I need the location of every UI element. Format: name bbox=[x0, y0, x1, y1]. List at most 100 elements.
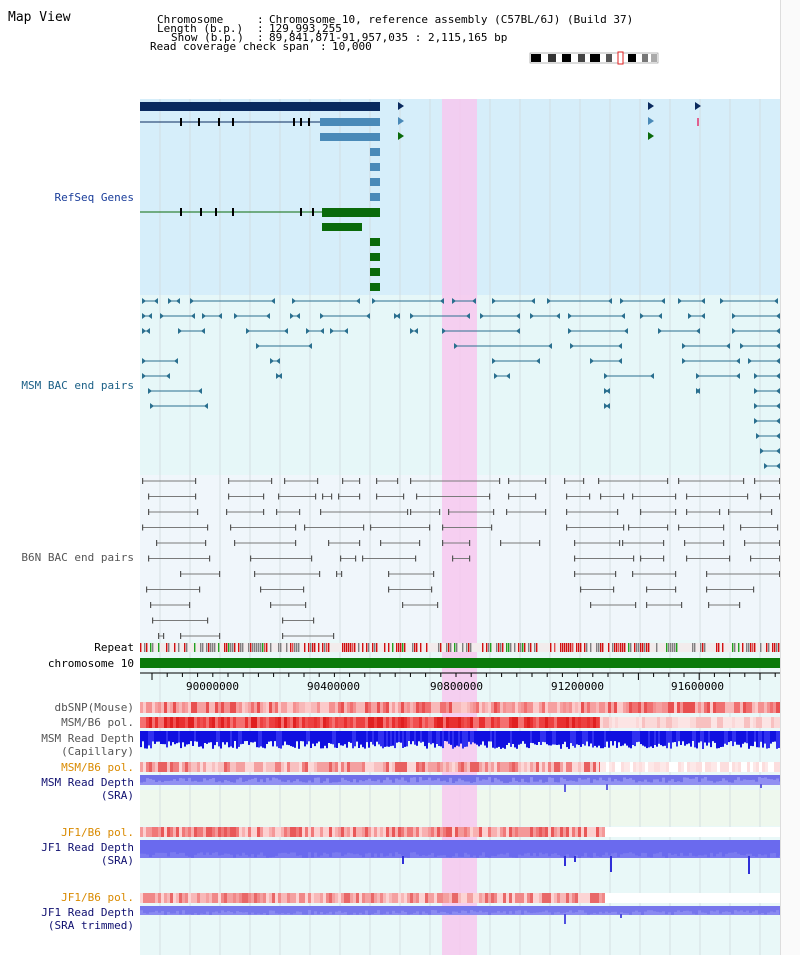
heat-cell[interactable] bbox=[719, 893, 722, 903]
depth-bar[interactable] bbox=[479, 840, 482, 856]
heat-cell[interactable] bbox=[410, 717, 413, 728]
repeat-element[interactable] bbox=[184, 643, 186, 652]
heat-cell[interactable] bbox=[470, 702, 473, 713]
depth-bar[interactable] bbox=[272, 731, 274, 747]
depth-bar[interactable] bbox=[677, 906, 680, 911]
depth-bar[interactable] bbox=[701, 775, 704, 779]
depth-bar[interactable] bbox=[168, 731, 170, 742]
heat-cell[interactable] bbox=[693, 762, 696, 772]
depth-bar[interactable] bbox=[671, 840, 674, 855]
depth-bar[interactable] bbox=[485, 775, 488, 780]
heat-cell[interactable] bbox=[155, 762, 158, 772]
heat-cell[interactable] bbox=[653, 702, 656, 713]
bac-end[interactable] bbox=[197, 509, 199, 515]
bac-end[interactable] bbox=[207, 617, 209, 624]
depth-bar[interactable] bbox=[624, 731, 626, 744]
depth-bar[interactable] bbox=[172, 731, 174, 743]
heat-cell[interactable] bbox=[593, 717, 596, 728]
depth-bar[interactable] bbox=[245, 906, 248, 913]
depth-bar[interactable] bbox=[317, 840, 320, 857]
depth-bar[interactable] bbox=[524, 731, 526, 744]
depth-bar[interactable] bbox=[410, 731, 412, 745]
heat-cell[interactable] bbox=[245, 893, 248, 903]
depth-bar[interactable] bbox=[478, 731, 480, 747]
bac-end[interactable] bbox=[148, 555, 150, 562]
heat-cell[interactable] bbox=[485, 827, 488, 837]
depth-bar[interactable] bbox=[566, 731, 568, 748]
depth-bar[interactable] bbox=[665, 906, 668, 915]
heat-cell[interactable] bbox=[428, 717, 431, 728]
heat-cell[interactable] bbox=[209, 762, 212, 772]
heat-cell[interactable] bbox=[716, 702, 719, 713]
repeat-element[interactable] bbox=[668, 643, 670, 652]
scrollbar[interactable] bbox=[780, 0, 800, 955]
heat-cell[interactable] bbox=[206, 717, 209, 728]
gene-feature[interactable] bbox=[370, 238, 380, 246]
heat-cell[interactable] bbox=[590, 702, 593, 713]
depth-bar[interactable] bbox=[203, 906, 206, 914]
repeat-element[interactable] bbox=[214, 643, 216, 652]
heat-cell[interactable] bbox=[599, 893, 602, 903]
repeat-element[interactable] bbox=[350, 643, 352, 652]
depth-bar[interactable] bbox=[371, 775, 374, 781]
bac-end[interactable] bbox=[760, 493, 762, 500]
bac-end[interactable] bbox=[606, 403, 610, 409]
heat-cell[interactable] bbox=[287, 893, 290, 903]
heat-cell[interactable] bbox=[678, 762, 681, 772]
heat-cell[interactable] bbox=[612, 762, 615, 772]
depth-bar[interactable] bbox=[335, 906, 338, 912]
repeat-element[interactable] bbox=[264, 643, 266, 652]
heat-cell[interactable] bbox=[753, 762, 756, 772]
heat-cell[interactable] bbox=[551, 893, 554, 903]
repeat-element[interactable] bbox=[670, 643, 672, 652]
depth-bar[interactable] bbox=[186, 731, 188, 745]
depth-bar[interactable] bbox=[214, 731, 216, 746]
depth-bar[interactable] bbox=[734, 840, 737, 852]
depth-bar[interactable] bbox=[155, 906, 158, 911]
depth-bar[interactable] bbox=[328, 731, 330, 743]
heat-cell[interactable] bbox=[434, 827, 437, 837]
heat-cell[interactable] bbox=[323, 702, 326, 713]
heat-cell[interactable] bbox=[458, 702, 461, 713]
heat-cell[interactable] bbox=[158, 702, 161, 713]
depth-bar[interactable] bbox=[179, 906, 182, 915]
heat-cell[interactable] bbox=[624, 762, 627, 772]
bac-end[interactable] bbox=[290, 313, 294, 319]
heat-cell[interactable] bbox=[320, 893, 323, 903]
bac-end[interactable] bbox=[198, 388, 202, 394]
heat-cell[interactable] bbox=[512, 762, 515, 772]
depth-bar[interactable] bbox=[518, 906, 521, 911]
heat-cell[interactable] bbox=[485, 893, 488, 903]
bac-end[interactable] bbox=[566, 493, 568, 500]
heat-cell[interactable] bbox=[581, 827, 584, 837]
heat-cell[interactable] bbox=[515, 827, 518, 837]
heat-cell[interactable] bbox=[687, 717, 690, 728]
repeat-element[interactable] bbox=[570, 643, 572, 652]
heat-cell[interactable] bbox=[221, 702, 224, 713]
heat-cell[interactable] bbox=[545, 827, 548, 837]
depth-bar[interactable] bbox=[688, 731, 690, 744]
depth-bar[interactable] bbox=[396, 731, 398, 743]
depth-bar[interactable] bbox=[302, 775, 305, 783]
bac-end[interactable] bbox=[158, 633, 160, 639]
bac-end[interactable] bbox=[295, 540, 297, 546]
heat-cell[interactable] bbox=[194, 702, 197, 713]
depth-bar[interactable] bbox=[311, 840, 314, 858]
depth-bar[interactable] bbox=[674, 731, 676, 742]
heat-cell[interactable] bbox=[413, 827, 416, 837]
repeat-element[interactable] bbox=[374, 643, 376, 652]
heat-cell[interactable] bbox=[620, 702, 623, 713]
depth-bar[interactable] bbox=[437, 906, 440, 913]
depth-bar[interactable] bbox=[197, 775, 200, 782]
heat-cell[interactable] bbox=[389, 762, 392, 772]
depth-bar[interactable] bbox=[356, 775, 359, 783]
bac-end[interactable] bbox=[516, 313, 520, 319]
repeat-element[interactable] bbox=[602, 643, 604, 652]
depth-bar[interactable] bbox=[515, 775, 518, 781]
depth-bar[interactable] bbox=[296, 731, 298, 742]
bac-end[interactable] bbox=[688, 313, 692, 319]
bac-end[interactable] bbox=[336, 571, 338, 577]
heat-cell[interactable] bbox=[425, 893, 428, 903]
depth-bar[interactable] bbox=[446, 840, 449, 858]
bac-end[interactable] bbox=[372, 298, 376, 304]
